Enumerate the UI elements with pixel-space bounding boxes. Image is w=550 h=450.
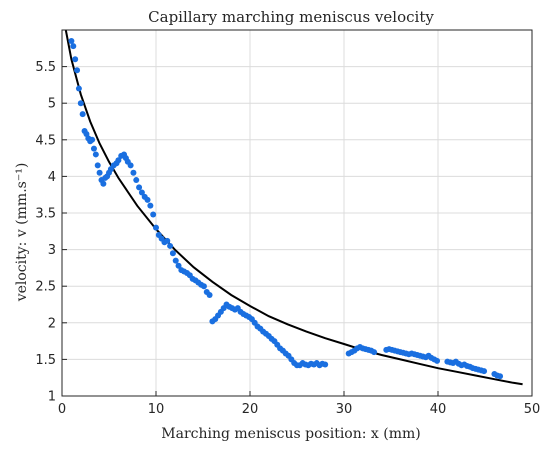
data-point <box>92 151 99 158</box>
y-tick-label: 2 <box>48 316 56 331</box>
data-point <box>136 184 143 191</box>
fit-curve <box>64 29 523 386</box>
data-point <box>130 169 137 176</box>
data-point <box>127 162 134 169</box>
x-tick-label: 40 <box>430 402 447 417</box>
grid <box>61 30 533 397</box>
x-tick-label: 20 <box>242 402 259 417</box>
data-point <box>153 224 159 231</box>
data-point <box>150 211 157 218</box>
data-point <box>164 237 171 244</box>
data-point <box>481 368 488 375</box>
data-point <box>90 145 97 152</box>
data-point <box>434 357 441 364</box>
y-tick-label: 4.5 <box>35 133 56 148</box>
chart-title: Capillary marching meniscus velocity <box>148 8 434 26</box>
data-point <box>371 349 378 356</box>
y-tick-label: 1 <box>48 390 56 405</box>
data-point <box>77 100 84 107</box>
y-tick-label: 4 <box>48 170 56 185</box>
data-point <box>144 196 151 203</box>
data-point <box>167 242 174 249</box>
data-point <box>94 162 101 169</box>
data-point <box>79 111 86 118</box>
data-point <box>138 189 145 196</box>
y-tick-label: 3 <box>48 243 56 258</box>
data-point <box>147 202 154 209</box>
data-point <box>100 180 107 187</box>
data-point <box>115 157 122 164</box>
data-point <box>206 291 213 298</box>
data-point <box>72 56 79 63</box>
data-point <box>133 177 140 184</box>
data-point <box>89 136 96 143</box>
data-point <box>68 37 75 44</box>
x-tick-label: 30 <box>336 402 353 417</box>
data-point <box>74 67 81 74</box>
y-tick-label: 2.5 <box>35 280 56 295</box>
x-axis-label: Marching meniscus position: x (mm) <box>161 426 420 442</box>
data-point <box>96 169 103 176</box>
fit-layer <box>64 29 523 386</box>
y-axis-label: velocity: v (mm.s⁻¹) <box>14 163 30 303</box>
data-point <box>497 373 504 380</box>
data-point <box>172 257 179 264</box>
data-point <box>322 361 329 368</box>
y-tick-label: 1.5 <box>35 353 56 368</box>
points-layer <box>68 37 504 380</box>
x-tick-label: 10 <box>148 402 165 417</box>
y-tick-label: 3.5 <box>35 207 56 222</box>
tick-labels: 0 10 20 30 40 50 1 1.5 2 2.5 3 3.5 4 4.5 5 5.5 <box>35 60 540 417</box>
data-point <box>200 283 207 290</box>
data-point <box>175 262 182 269</box>
x-tick-label: 50 <box>524 402 541 417</box>
data-point <box>75 85 82 92</box>
y-tick-label: 5.5 <box>35 60 56 75</box>
x-tick-label: 0 <box>58 402 66 417</box>
data-point <box>169 250 176 257</box>
data-point <box>70 43 77 50</box>
y-tick-label: 5 <box>48 97 56 112</box>
